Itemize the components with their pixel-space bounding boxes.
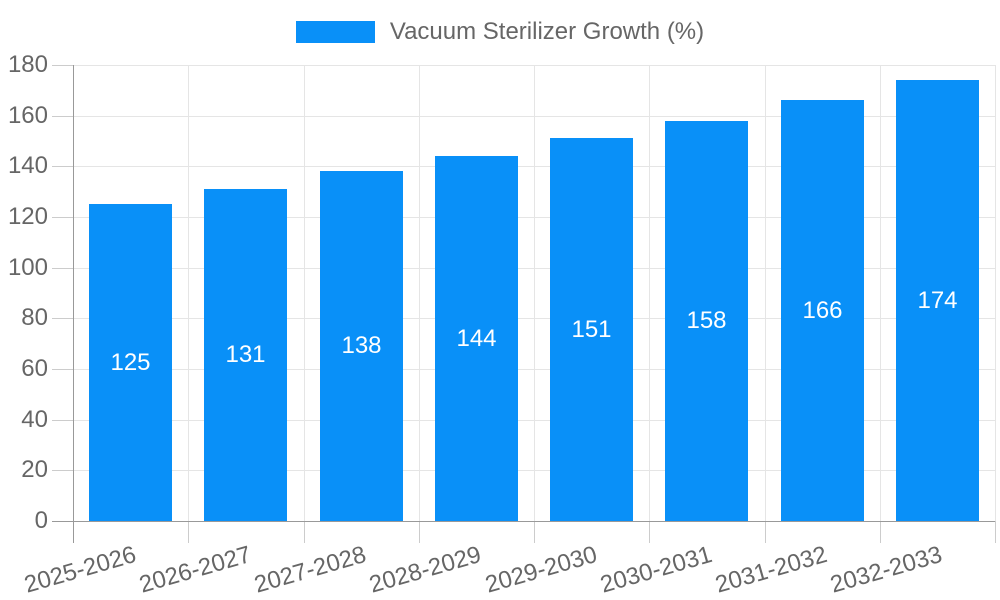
bar[interactable] — [435, 156, 518, 521]
v-gridline — [304, 65, 305, 521]
y-axis-line — [73, 65, 74, 543]
v-gridline — [534, 65, 535, 521]
y-tick-label: 140 — [7, 152, 48, 179]
bar-value-label: 158 — [686, 307, 727, 334]
y-tick — [52, 369, 73, 370]
v-gridline — [419, 65, 420, 521]
bar-value-label: 138 — [341, 332, 382, 359]
y-tick — [52, 470, 73, 471]
y-tick — [52, 268, 73, 269]
bar[interactable] — [550, 138, 633, 521]
x-tick — [534, 521, 535, 543]
y-tick — [52, 166, 73, 167]
v-gridline — [880, 65, 881, 521]
y-tick-label: 100 — [7, 254, 48, 281]
bar-value-label: 174 — [917, 287, 958, 314]
y-tick — [52, 420, 73, 421]
x-tick — [188, 521, 189, 543]
y-tick-label: 160 — [7, 102, 48, 129]
y-tick-label: 120 — [7, 203, 48, 230]
bar-value-label: 131 — [225, 341, 266, 368]
y-tick-label: 180 — [7, 51, 48, 78]
bar[interactable] — [665, 121, 748, 521]
y-tick — [52, 65, 73, 66]
legend[interactable]: Vacuum Sterilizer Growth (%) — [0, 19, 1000, 45]
x-tick — [304, 521, 305, 543]
y-tick — [52, 318, 73, 319]
bar-value-label: 151 — [571, 316, 612, 343]
bar[interactable] — [204, 189, 287, 521]
bar-value-label: 125 — [110, 349, 151, 376]
x-tick — [419, 521, 420, 543]
bar[interactable] — [896, 80, 979, 521]
legend-label: Vacuum Sterilizer Growth (%) — [389, 18, 705, 45]
bar[interactable] — [781, 100, 864, 521]
legend-swatch — [295, 21, 375, 43]
y-tick-label: 0 — [34, 507, 48, 534]
y-tick — [52, 116, 73, 117]
v-gridline — [765, 65, 766, 521]
x-tick — [649, 521, 650, 543]
bar[interactable] — [320, 171, 403, 521]
bar-value-label: 166 — [802, 297, 843, 324]
bar[interactable] — [89, 204, 172, 521]
x-tick — [765, 521, 766, 543]
y-tick — [52, 217, 73, 218]
y-tick-label: 20 — [21, 456, 48, 483]
x-axis-line — [52, 521, 995, 522]
x-tick — [995, 521, 996, 543]
y-tick-label: 60 — [21, 355, 48, 382]
bar-value-label: 144 — [456, 325, 497, 352]
y-tick-label: 80 — [21, 304, 48, 331]
y-tick-label: 40 — [21, 406, 48, 433]
x-tick — [880, 521, 881, 543]
v-gridline — [995, 65, 996, 521]
v-gridline — [188, 65, 189, 521]
v-gridline — [649, 65, 650, 521]
